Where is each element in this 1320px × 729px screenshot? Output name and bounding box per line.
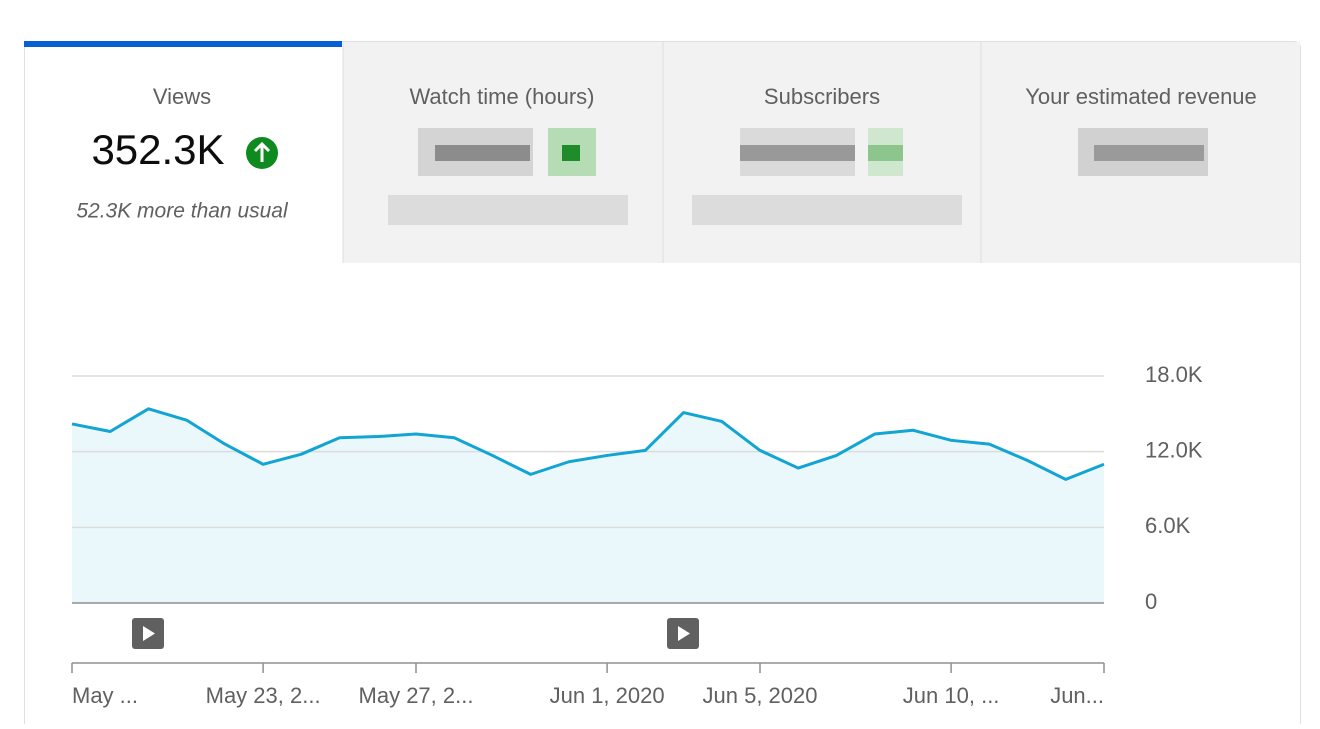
blurred <box>562 145 580 161</box>
event-marker[interactable] <box>132 618 164 649</box>
x-tick-label: Jun 5, 2020 <box>703 683 818 708</box>
up-arrow <box>253 141 271 162</box>
x-tick-label: May 23, 2... <box>206 683 321 708</box>
area <box>72 408 1104 603</box>
chart: 0 6.0K 12.0K 18.0K May ... May 23, 2... May 27… <box>71 362 1203 708</box>
blurred <box>388 195 628 225</box>
tab-subscribers[interactable]: Subscribers <box>692 84 962 225</box>
blurred <box>692 195 962 225</box>
line <box>71 407 1105 481</box>
blurred <box>868 145 903 161</box>
y-tick-label: 18.0K <box>1145 362 1203 387</box>
blurred <box>1094 145 1204 161</box>
tab-note: 52.3K more than usual <box>76 200 289 223</box>
y-tick-label: 12.0K <box>1145 437 1203 462</box>
x-tick-label: Jun... <box>1050 683 1104 708</box>
y-tick-label: 6.0K <box>1145 513 1191 538</box>
play-icon <box>678 626 690 641</box>
x-tick-label: Jun 10, ... <box>903 683 1000 708</box>
tab-watch-time[interactable]: Watch time (hours) <box>388 84 628 225</box>
x-tick-label: May ... <box>72 683 138 708</box>
x-tick-label: May 27, 2... <box>359 683 474 708</box>
tab-title: Your estimated revenue <box>1025 84 1257 109</box>
active-tab-indicator <box>24 41 342 47</box>
blurred <box>740 145 855 161</box>
tab-title: Views <box>153 84 211 109</box>
tab-views[interactable]: Views 352.3K 52.3K more than usual <box>76 84 289 223</box>
event-marker[interactable] <box>667 618 699 649</box>
y-tick-label: 0 <box>1145 589 1157 614</box>
x-tick-label: Jun 1, 2020 <box>550 683 665 708</box>
tab-title: Watch time (hours) <box>409 84 594 109</box>
play-icon <box>143 626 155 641</box>
tab-revenue[interactable]: Your estimated revenue <box>1025 84 1257 176</box>
tab-value: 352.3K <box>91 126 224 173</box>
tab-title: Subscribers <box>764 84 880 109</box>
blurred <box>435 145 530 161</box>
